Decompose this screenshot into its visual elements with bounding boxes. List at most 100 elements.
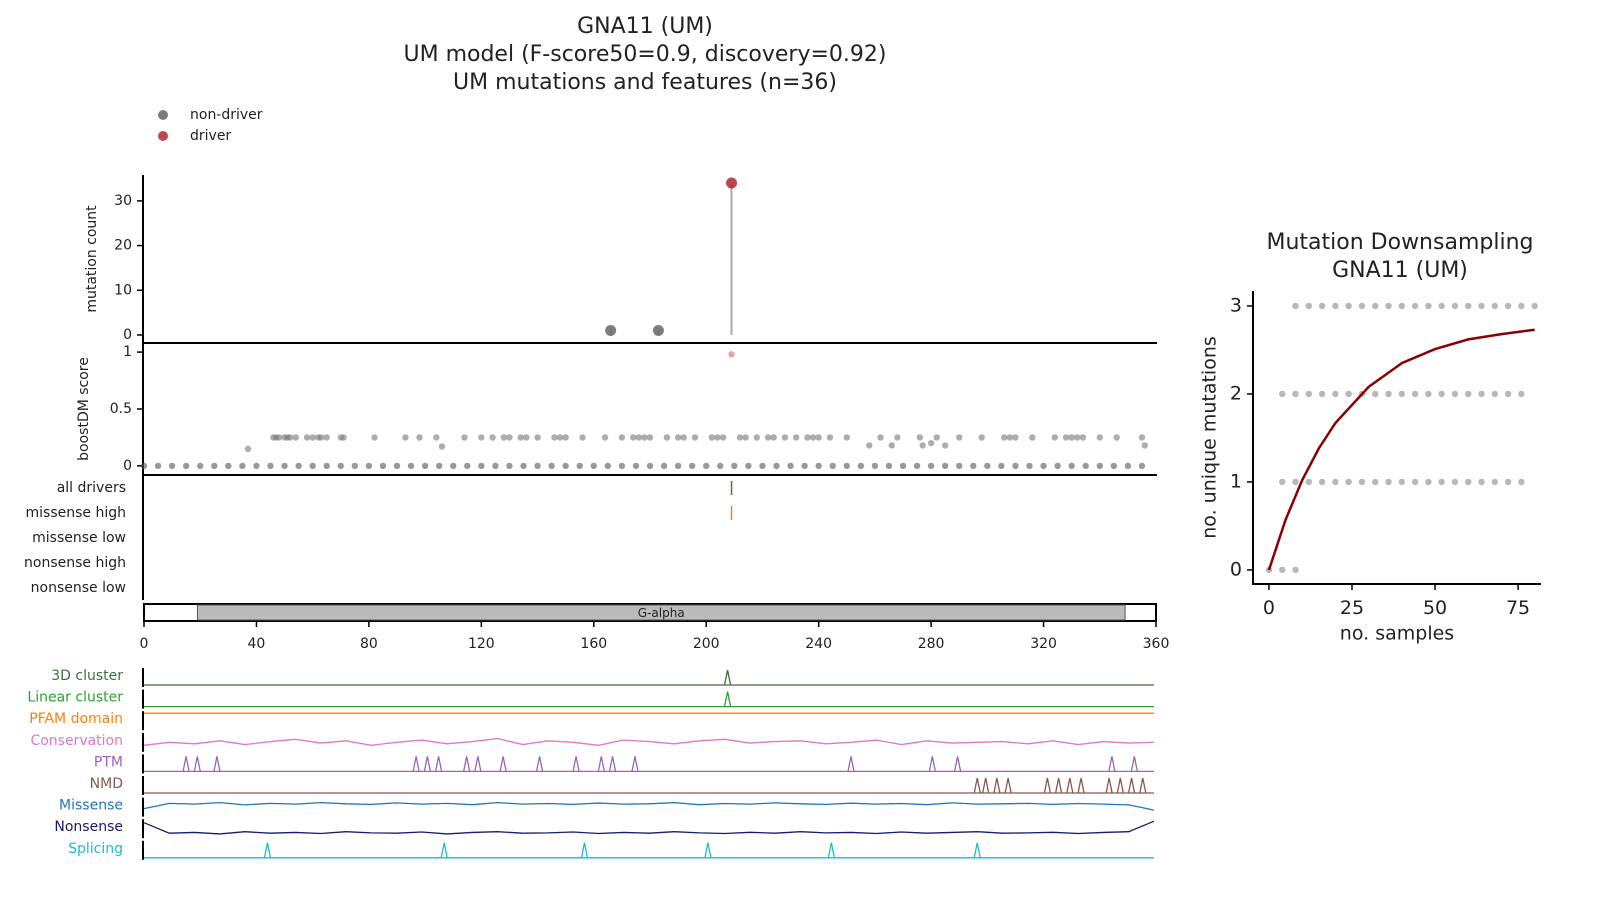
point [708,434,716,441]
point [736,434,744,441]
point [632,462,640,470]
point [1478,302,1485,310]
point [801,462,808,470]
point [506,462,513,470]
y-tick-label: 20 [114,238,132,254]
point [433,434,440,441]
point [913,462,921,470]
point [1068,434,1075,441]
point [478,434,485,441]
point [1279,566,1286,574]
point [618,434,626,441]
peak [572,756,580,772]
point [1318,478,1326,486]
needle-head [726,177,738,189]
x-tick-label: 0 [1263,597,1275,619]
point [1292,302,1299,310]
x-tick-label: 75 [1506,597,1530,619]
point [826,434,834,441]
peak [463,756,471,772]
point [635,434,642,441]
point [956,462,963,470]
point [866,442,873,449]
point [941,442,949,449]
point [759,462,766,470]
peak [608,756,617,772]
track-label: all drivers [57,480,126,496]
point [1012,434,1019,441]
point [340,434,347,441]
track-label: nonsense high [24,555,126,571]
point [1465,390,1472,398]
fit-curve [1267,328,1535,571]
legend-marker [158,131,168,141]
point [590,462,597,470]
peak [1077,777,1085,794]
point [1292,390,1299,398]
feature-label: PTM [94,754,123,770]
point [1332,302,1339,310]
track-label: missense low [32,530,126,546]
point [1345,478,1352,486]
point [1478,478,1485,486]
point [211,462,218,470]
point [393,462,401,470]
point [1491,478,1499,486]
peak [847,756,855,772]
chart-title: UM mutations and features (n=36) [453,70,837,95]
point [1051,434,1059,441]
point [1518,478,1525,486]
point [998,462,1005,470]
point [1425,302,1432,310]
peak [1130,756,1138,772]
point [562,462,569,470]
x-axis-label: no. samples [1340,623,1454,645]
point [1465,302,1472,310]
peak [973,777,981,794]
x-tick-label: 240 [805,636,832,652]
peak [499,756,507,772]
peak [213,756,221,772]
peak [723,669,732,686]
point [629,434,637,441]
point [281,462,288,470]
x-tick-label: 200 [693,636,720,652]
point [1141,442,1148,449]
point [435,462,443,470]
y-tick-label: 1 [123,344,132,360]
point [371,434,378,441]
point [275,434,283,441]
x-tick-label: 40 [248,636,266,652]
point [1124,462,1132,470]
feature-line [143,820,1155,835]
peak [704,842,712,858]
point [1451,478,1459,486]
peak [953,756,962,772]
peak [1105,777,1113,794]
y-tick-label: 2 [1230,382,1242,404]
y-tick-label: 10 [114,282,132,298]
point [731,462,738,470]
point [1398,302,1406,310]
domain [196,604,1126,621]
y-axis-label: mutation count [84,205,100,313]
peak [193,756,201,772]
point [899,462,907,470]
point [829,462,836,470]
point [1425,478,1432,486]
point [267,462,274,470]
point [1438,390,1445,398]
point [1411,390,1419,398]
point [877,434,884,441]
point [1465,478,1472,486]
feature-label: PFAM domain [29,711,123,727]
point [323,462,330,470]
point [323,434,330,441]
feature-label: 3D cluster [51,668,123,684]
point [244,445,252,453]
peak [412,756,420,772]
point [1398,478,1406,486]
point [1411,478,1419,486]
point [1491,390,1499,398]
